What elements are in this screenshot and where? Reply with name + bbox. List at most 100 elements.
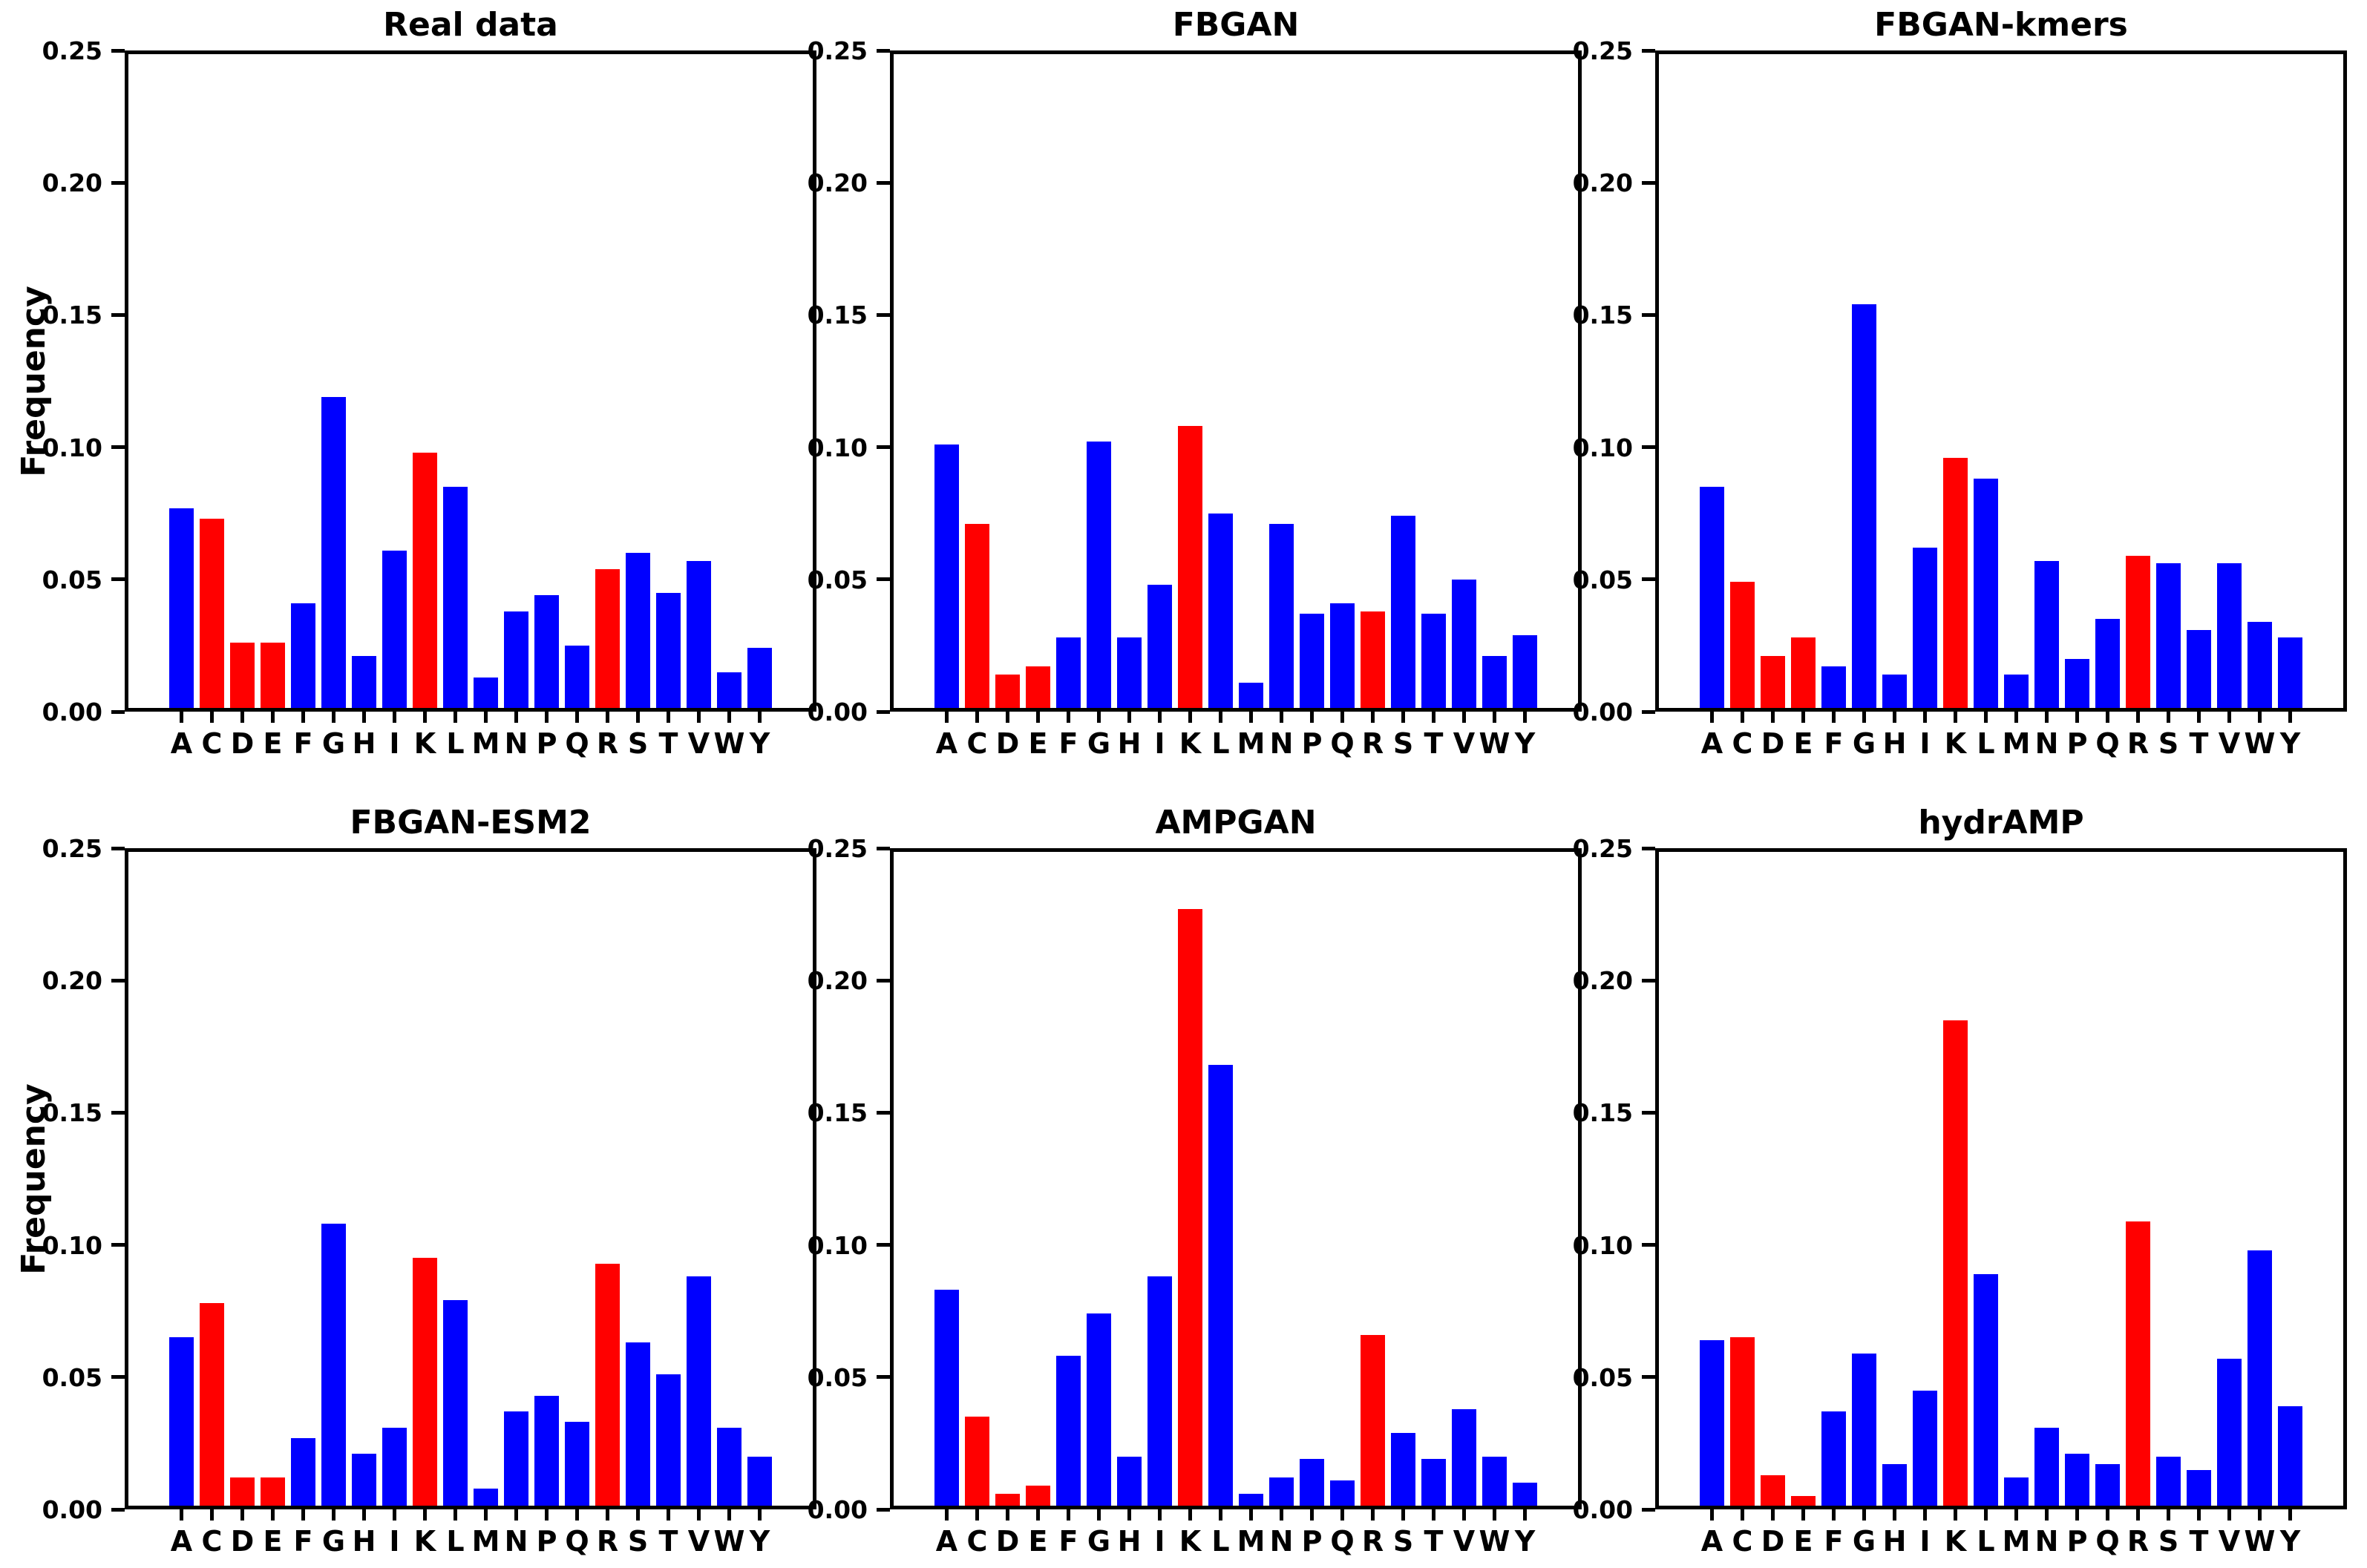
x-tick-label-K: K xyxy=(1179,1525,1202,1558)
x-tick-mark xyxy=(2227,1509,2231,1521)
y-tick-label-0.00: 0.00 xyxy=(1572,698,1633,726)
bar-T xyxy=(2187,629,2211,712)
bar-N xyxy=(1269,1477,1294,1509)
y-tick-mark xyxy=(1642,180,1655,185)
bar-G xyxy=(1852,1353,1876,1509)
x-tick-mark xyxy=(945,1509,949,1521)
x-tick-mark xyxy=(2258,712,2262,723)
y-tick-mark xyxy=(1642,709,1655,714)
x-tick-label-Q: Q xyxy=(565,727,589,760)
x-tick-mark xyxy=(484,712,488,723)
y-tick-label-0.00: 0.00 xyxy=(807,1495,868,1524)
x-tick-label-M: M xyxy=(2002,1525,2031,1558)
x-tick-label-G: G xyxy=(1087,1525,1111,1558)
bar-T xyxy=(656,1374,681,1509)
bar-H xyxy=(1117,1456,1142,1509)
y-tick-mark xyxy=(877,48,890,53)
x-tick-label-D: D xyxy=(995,1525,1020,1558)
x-tick-mark xyxy=(1219,712,1222,723)
x-tick-mark xyxy=(1954,1509,1957,1521)
x-tick-mark xyxy=(1158,1509,1162,1521)
x-tick-label-M: M xyxy=(1237,727,1266,760)
x-tick-label-K: K xyxy=(1944,1525,1967,1558)
bar-D xyxy=(230,643,255,712)
y-tick-label-0.00: 0.00 xyxy=(807,698,868,726)
x-tick-mark xyxy=(2014,712,2018,723)
x-tick-label-R: R xyxy=(2127,727,2150,760)
x-tick-mark xyxy=(1893,1509,1896,1521)
x-tick-mark xyxy=(271,712,275,723)
x-tick-mark xyxy=(1158,712,1162,723)
x-tick-mark xyxy=(2136,1509,2140,1521)
x-tick-mark xyxy=(1006,1509,1009,1521)
y-tick-mark xyxy=(111,1375,125,1380)
x-tick-mark xyxy=(240,1509,244,1521)
x-tick-mark xyxy=(423,712,427,723)
bar-S xyxy=(626,1342,650,1509)
x-tick-label-D: D xyxy=(1761,727,1785,760)
bar-Y xyxy=(2278,637,2302,712)
chart-title: AMPGAN xyxy=(1155,804,1317,842)
y-tick-mark xyxy=(111,846,125,850)
x-tick-label-T: T xyxy=(1424,727,1444,760)
x-tick-mark xyxy=(1741,1509,1744,1521)
x-tick-label-T: T xyxy=(658,727,678,760)
x-tick-label-N: N xyxy=(504,727,528,760)
x-tick-label-A: A xyxy=(935,1525,958,1558)
plot-area xyxy=(890,50,1582,712)
x-tick-label-H: H xyxy=(352,1525,376,1558)
x-tick-label-A: A xyxy=(170,1525,193,1558)
x-tick-label-I: I xyxy=(1919,727,1931,760)
y-tick-label-0.20: 0.20 xyxy=(1572,168,1633,198)
bar-T xyxy=(656,592,681,712)
bar-W xyxy=(1482,656,1507,712)
y-tick-label-0.25: 0.25 xyxy=(42,834,102,863)
bar-W xyxy=(717,672,741,712)
x-tick-label-W: W xyxy=(713,727,745,760)
plot-area xyxy=(890,848,1582,1509)
bar-L xyxy=(1208,513,1233,712)
x-tick-label-W: W xyxy=(2244,727,2276,760)
plot-area xyxy=(1655,848,2347,1509)
x-tick-label-V: V xyxy=(1453,727,1476,760)
y-tick-mark xyxy=(1642,577,1655,582)
x-tick-mark xyxy=(727,1509,731,1521)
x-tick-mark xyxy=(1127,712,1131,723)
x-tick-label-I: I xyxy=(389,1525,400,1558)
x-tick-mark xyxy=(1219,1509,1222,1521)
x-tick-mark xyxy=(1401,1509,1405,1521)
x-tick-label-V: V xyxy=(687,1525,710,1558)
bar-F xyxy=(1056,1356,1081,1509)
bar-T xyxy=(2187,1469,2211,1509)
x-tick-label-D: D xyxy=(230,727,255,760)
x-tick-label-C: C xyxy=(201,1525,223,1558)
bar-V xyxy=(2217,1358,2242,1509)
bar-M xyxy=(474,677,498,712)
y-tick-mark xyxy=(1642,978,1655,983)
bar-D xyxy=(995,675,1020,712)
bar-D xyxy=(1761,656,1785,712)
y-tick-mark xyxy=(877,978,890,983)
x-tick-mark xyxy=(1310,1509,1314,1521)
bar-P xyxy=(1300,1459,1324,1509)
x-tick-label-H: H xyxy=(1882,1525,1907,1558)
plot-area xyxy=(125,50,816,712)
bar-F xyxy=(1821,666,1846,712)
bar-G xyxy=(1087,1313,1111,1509)
x-tick-label-V: V xyxy=(2218,1525,2241,1558)
bar-A xyxy=(1700,1339,1724,1509)
y-tick-mark xyxy=(111,709,125,714)
bar-Y xyxy=(747,648,772,712)
bar-W xyxy=(2247,621,2272,712)
x-tick-mark xyxy=(1862,1509,1866,1521)
bar-R xyxy=(2126,1221,2150,1509)
x-tick-label-K: K xyxy=(413,1525,436,1558)
x-tick-label-W: W xyxy=(1479,727,1510,760)
bar-C xyxy=(965,1417,989,1509)
x-tick-label-I: I xyxy=(1919,1525,1931,1558)
chart-title: hydrAMP xyxy=(1918,804,2084,842)
x-tick-label-M: M xyxy=(471,1525,500,1558)
x-tick-mark xyxy=(1249,712,1253,723)
y-tick-mark xyxy=(1642,1243,1655,1247)
x-tick-label-P: P xyxy=(2066,727,2088,760)
